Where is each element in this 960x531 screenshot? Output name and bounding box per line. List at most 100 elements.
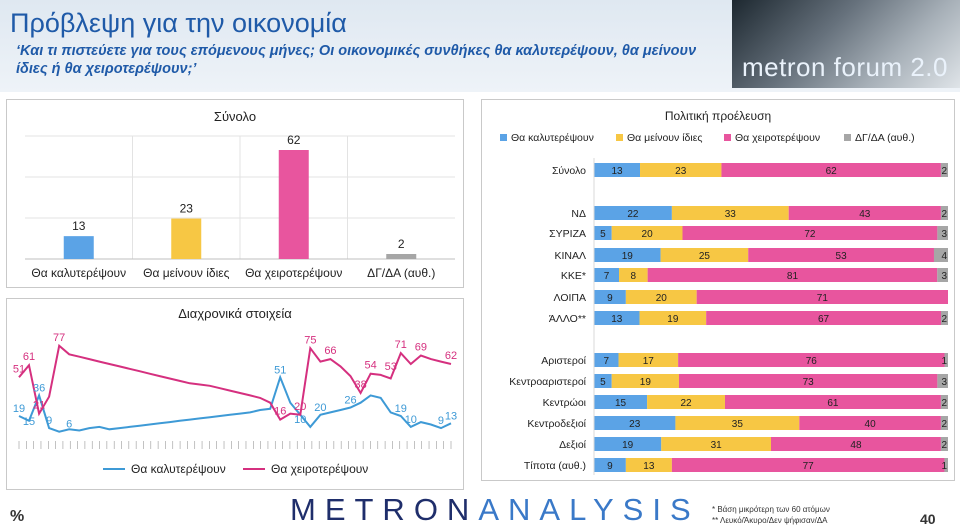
label-better: 15 [23, 416, 35, 428]
timeline-panel: Διαχρονικά στοιχεία 19 15 36 9 6 51 10 20 26 19 10 9… [6, 298, 464, 490]
segment-value: 1 [941, 356, 947, 367]
segment-2 [678, 353, 945, 367]
segment-3 [940, 311, 948, 325]
category-label: Θα μείνουν ίδιες [143, 266, 229, 280]
header-banner: Πρόβλεψη για την οικονομία ‘Και τι πιστε… [0, 0, 960, 92]
segment-value: 19 [622, 251, 634, 262]
segment-value: 4 [941, 251, 947, 262]
segment-0 [594, 290, 626, 304]
row-label: Κεντρώοι [543, 397, 587, 409]
segment-value: 40 [865, 419, 877, 430]
legend-label-2: Θα χειροτερέψουν [735, 132, 820, 144]
legend-worse-label: Θα χειροτερέψουν [271, 462, 368, 476]
segment-1 [675, 416, 800, 430]
label-worse: 62 [445, 350, 457, 362]
label-worse: 66 [324, 345, 336, 357]
segment-value: 13 [611, 166, 623, 177]
segment-1 [625, 458, 672, 472]
segment-value: 17 [643, 356, 655, 367]
segment-1 [611, 374, 679, 388]
segment-value: 13 [611, 314, 623, 325]
segment-0 [594, 163, 641, 177]
segment-value: 2 [941, 419, 947, 430]
segment-value: 53 [836, 251, 848, 262]
segment-value: 72 [804, 229, 816, 240]
footnote-1: * Βάση μικρότερη των 60 ατόμων [712, 505, 830, 514]
segment-3 [940, 437, 948, 451]
segment-value: 20 [642, 229, 654, 240]
row-label: ΣΥΡΙΖΑ [549, 228, 586, 240]
category-label: Θα καλυτερέψουν [31, 266, 126, 280]
bar-2 [278, 150, 309, 259]
segment-2 [647, 268, 938, 282]
label-worse: 71 [395, 339, 407, 351]
segment-0 [594, 437, 662, 451]
segment-value: 9 [607, 293, 613, 304]
segment-2 [696, 290, 948, 304]
row-label: ΝΔ [571, 208, 586, 220]
segment-2 [799, 416, 941, 430]
segment-value: 48 [850, 440, 862, 451]
segment-value: 81 [787, 271, 799, 282]
segment-0 [594, 416, 676, 430]
label-better: 36 [33, 382, 45, 394]
label-worse: 53 [385, 361, 397, 373]
political-chart-title: Πολιτική προέλευση [665, 109, 771, 123]
footnote-2: ** Λευκό/Άκυρο/Δεν ψήφισαν/ΔΑ [712, 516, 828, 525]
segment-value: 2 [941, 166, 947, 177]
metron-analysis-logo: METRONANALYSIS [290, 492, 700, 528]
segment-2 [678, 374, 938, 388]
segment-1 [611, 226, 683, 240]
row-label: Σύνολο [552, 165, 586, 177]
segment-value: 3 [941, 229, 947, 240]
row-label: Αριστεροί [541, 355, 586, 367]
segment-2 [771, 437, 941, 451]
segment-3 [937, 268, 948, 282]
segment-0 [594, 268, 620, 282]
metron-forum-logo: metron forum 2.0 [732, 0, 960, 88]
segment-1 [619, 268, 648, 282]
legend-better-label: Θα καλυτερέψουν [131, 462, 226, 476]
segment-0 [594, 311, 640, 325]
bar-value-label: 2 [398, 237, 405, 251]
bar-1 [171, 218, 202, 259]
segment-value: 35 [732, 419, 744, 430]
total-chart-title: Σύνολο [214, 109, 256, 124]
logo-light: ANALYSIS [478, 492, 700, 527]
segment-3 [940, 416, 948, 430]
segment-0 [594, 206, 672, 220]
segment-value: 7 [604, 271, 610, 282]
segment-value: 5 [600, 229, 606, 240]
row-label: Τίποτα (αυθ.) [524, 460, 586, 472]
segment-value: 22 [680, 398, 692, 409]
legend-swatch-1 [616, 134, 623, 141]
row-label: Δεξιοί [559, 439, 587, 451]
row-label: ΆΛΛΟ** [549, 313, 586, 325]
segment-value: 1 [941, 461, 947, 472]
segment-value: 2 [941, 398, 947, 409]
segment-1 [618, 353, 679, 367]
bar-0 [63, 236, 94, 259]
label-worse: 20 [294, 401, 306, 413]
segment-value: 13 [643, 461, 655, 472]
segment-1 [625, 290, 697, 304]
segment-2 [706, 311, 941, 325]
segment-0 [594, 248, 661, 262]
segment-value: 73 [803, 377, 815, 388]
total-bar-chart: Σύνολο 13 Θα καλυτερέψουν 23 Θα μείνουν ίδιε… [25, 109, 455, 280]
label-worse: 75 [304, 334, 316, 346]
segment-3 [944, 458, 948, 472]
segment-value: 5 [600, 377, 606, 388]
segment-value: 3 [941, 271, 947, 282]
label-worse: 69 [415, 342, 427, 354]
label-worse: 21 [33, 400, 45, 412]
label-better: 13 [445, 410, 457, 422]
segment-3 [937, 374, 948, 388]
bar-value-label: 23 [180, 202, 194, 216]
label-better: 19 [13, 403, 25, 415]
segment-2 [724, 395, 941, 409]
segment-2 [721, 163, 941, 177]
segment-1 [661, 437, 771, 451]
label-worse: 51 [13, 363, 25, 375]
